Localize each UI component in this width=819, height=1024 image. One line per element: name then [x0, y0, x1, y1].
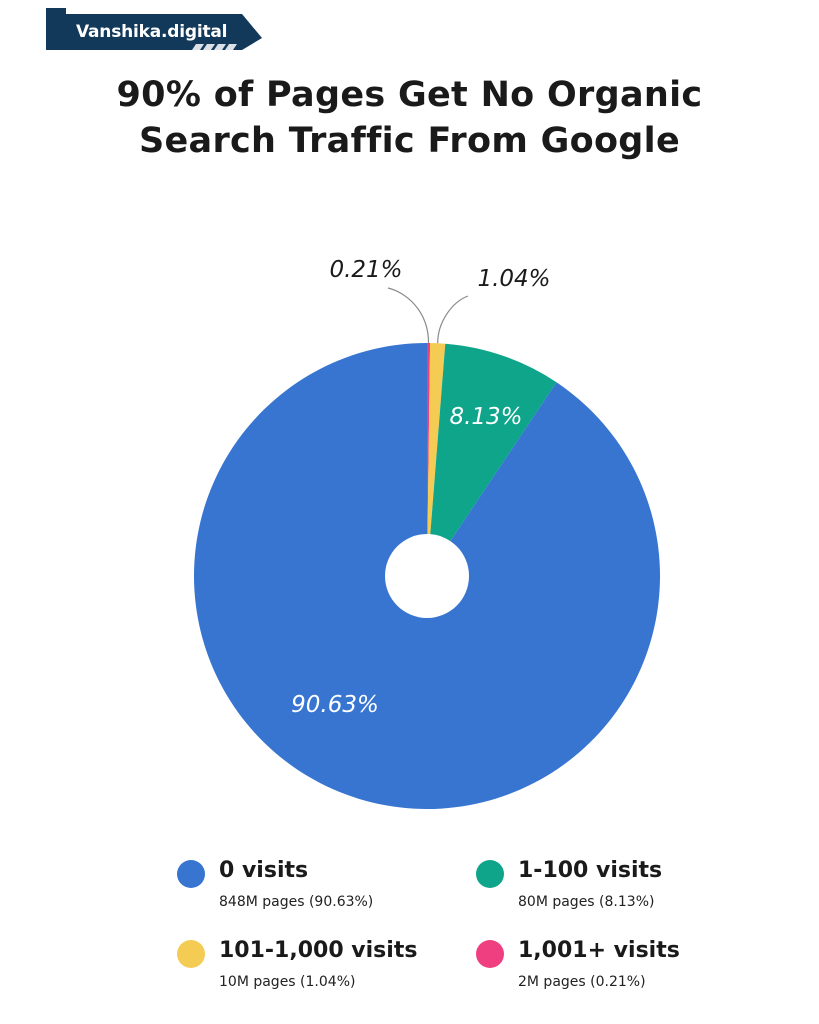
slice-label-1-100-visits: 8.13% — [449, 404, 522, 430]
pie-slice-1-100-visits — [427, 343, 557, 576]
chart-title-line-1: 90% of Pages Get No Organic — [116, 75, 703, 115]
legend-detail: 2M pages (0.21%) — [518, 974, 646, 990]
legend-label: 101-1,000 visits — [219, 938, 418, 963]
legend-swatch — [476, 860, 504, 888]
legend-label: 1-100 visits — [518, 858, 663, 883]
brand-logo: Vanshika.digital — [46, 8, 264, 50]
leader-line-101-1-000-visits — [437, 295, 469, 344]
legend-label: 0 visits — [219, 858, 309, 883]
legend-swatch — [177, 860, 205, 888]
legend-detail: 848M pages (90.63%) — [219, 894, 374, 910]
chart-title: 90% of Pages Get No Organic Search Traff… — [0, 72, 819, 164]
chart-title-line-2: Search Traffic From Google — [138, 121, 680, 161]
logo-shape — [46, 8, 262, 50]
legend-swatch — [476, 940, 504, 968]
legend-detail: 10M pages (1.04%) — [219, 974, 356, 990]
donut-hole — [385, 534, 469, 618]
legend-detail: 80M pages (8.13%) — [518, 894, 655, 910]
pie-slice-1-001-visits — [427, 343, 431, 576]
slice-label-101-1-000-visits: 1.04% — [477, 266, 550, 292]
slice-label-0-visits: 90.63% — [291, 692, 379, 718]
leader-line-1-001-visits — [387, 287, 430, 344]
legend-label: 1,001+ visits — [518, 938, 680, 963]
brand-name: Vanshika.digital — [76, 22, 228, 42]
pie-slice-101-1-000-visits — [427, 343, 446, 576]
slice-label-1-001-visits: 0.21% — [329, 257, 402, 283]
legend-swatch — [177, 940, 205, 968]
